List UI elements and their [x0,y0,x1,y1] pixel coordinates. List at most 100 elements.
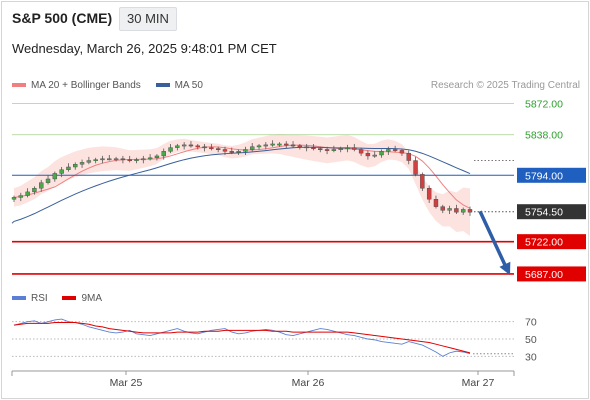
candle-body [399,150,405,154]
candle-body [467,209,473,213]
x-axis-tick-label: Mar 26 [292,377,325,389]
candle-body [209,147,214,150]
candle-body [420,174,425,189]
candle-body [447,208,452,211]
candle-body [297,145,303,148]
current-price-tag [517,204,586,220]
candle-body [45,178,51,183]
candle-body [154,155,160,158]
candle-body [250,146,255,150]
legend-ma20: MA 20 + Bollinger Bands [12,80,144,91]
candle-body [181,144,187,147]
candle-body [236,151,241,153]
candle-body [73,164,78,168]
ma9-label: 9MA [81,293,103,304]
candle-body [127,159,132,162]
candle-body [107,158,112,161]
level-label-resistance: 5838.00 [525,130,563,142]
candle-body [25,191,30,196]
candle-body [284,143,289,146]
candle-body [100,158,105,161]
candle-body [406,152,411,161]
level-tag-pivot [517,167,586,183]
current-price-label: 5754.50 [525,207,563,219]
ma20-label: MA 20 + Bollinger Bands [31,80,141,91]
interval-selector[interactable]: 30 MIN [119,7,177,31]
ma20-swatch [12,83,26,88]
candle-body [304,146,309,149]
candle-body [318,148,323,150]
rsi-line [13,318,471,357]
candle-body [358,149,364,154]
price-legend: MA 20 + Bollinger Bands MA 50 [12,80,215,91]
candle-body [52,173,58,180]
ma50-swatch [155,83,170,88]
credit-text: Research © 2025 Trading Central [430,80,580,91]
candle-body [168,147,173,152]
candle-body [352,147,357,150]
level-label-pivot: 5794.00 [525,170,563,182]
candle-body [66,166,71,170]
candle-body [454,208,459,213]
x-axis-tick-label: Mar 27 [462,377,495,389]
candle-body [59,169,64,174]
rsi-level-label: 50 [525,334,537,346]
candle-body [161,151,166,157]
forecast-arrow-shaft [478,210,508,268]
candle-body [413,160,418,175]
level-label-support: 5722.00 [525,237,563,249]
candle-body [372,154,377,157]
rsi-label: RSI [31,293,48,304]
candle-body [195,145,200,148]
candle-body [11,197,17,200]
candle-body [113,158,119,161]
candle-body [86,160,92,163]
candle-body [120,158,126,161]
candle-body [324,149,330,151]
candle-body [345,147,350,150]
candle-body [222,149,228,152]
candle-body [338,148,343,150]
candle-body [188,144,194,147]
candle-body [270,143,275,146]
candle-body [243,149,248,152]
chart-header: S&P 500 (CME) 30 MIN [0,0,590,34]
rsi-level-label: 30 [525,351,537,363]
rsi-level-label: 70 [525,317,537,329]
candle-body [18,195,24,198]
forecast-arrow-head [499,261,511,276]
candle-body [426,187,432,200]
legend-rsi: RSI [12,293,50,304]
candle-body [386,149,391,152]
candle-body [215,148,221,150]
candle-body [277,143,282,146]
level-label-support: 5687.00 [525,269,563,281]
candle-body [290,144,296,147]
candle-body [229,151,234,153]
candle-body [365,152,371,157]
candle-body [440,206,445,211]
candle-body [134,159,139,162]
candle-body [32,187,37,193]
rsi-9ma-line [13,322,471,354]
level-tag-support [517,266,586,282]
ma9-swatch [62,296,77,301]
legend-9ma: 9MA [62,293,102,304]
candle-body [175,145,180,148]
x-axis-tick-label: Mar 25 [110,377,143,389]
candle-body [39,182,44,189]
candle-body [379,151,384,156]
candle-body [311,147,316,150]
candle-body [147,157,153,160]
candle-body [141,158,146,161]
candle-body [93,159,98,162]
level-tag-support [517,234,586,250]
legend-ma50: MA 50 [155,80,203,91]
candle-body [79,162,85,165]
ma20-line [13,144,471,209]
rsi-swatch [12,296,26,301]
timestamp: Wednesday, March 26, 2025 9:48:01 PM CET [12,41,277,56]
level-label-resistance: 5872.00 [525,98,563,110]
rsi-legend: RSI 9MA [12,293,114,304]
